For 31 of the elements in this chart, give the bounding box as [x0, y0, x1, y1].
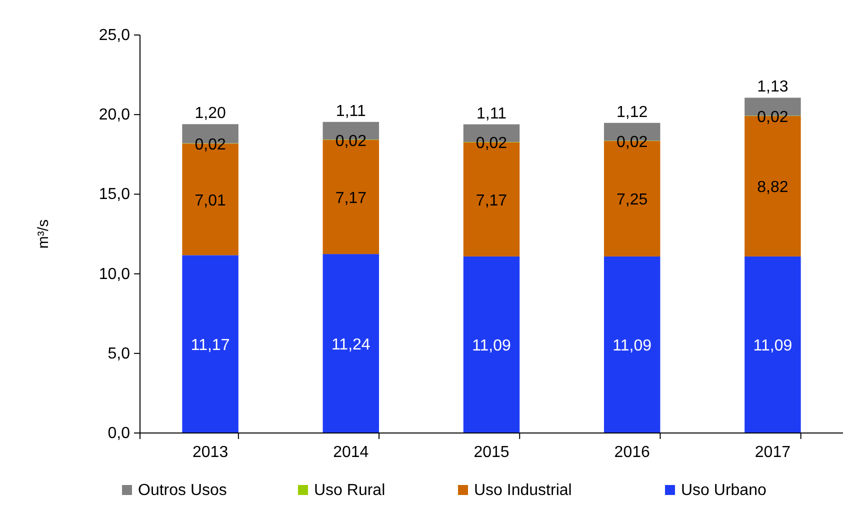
data-label: 1,20 [194, 105, 226, 122]
data-label: 7,17 [476, 192, 508, 210]
y-tick-label: 5,0 [108, 345, 130, 362]
x-tick-label: 2015 [474, 444, 510, 461]
legend-label: Uso Urbano [681, 482, 766, 499]
data-label: 8,82 [757, 179, 788, 196]
x-tick-label: 2016 [614, 444, 650, 461]
y-tick-label: 0,0 [108, 425, 130, 442]
data-label: 7,25 [616, 192, 648, 209]
data-label: 1,11 [476, 105, 507, 122]
y-axis-title: m³/s [35, 219, 52, 249]
data-label: 11,09 [612, 338, 652, 355]
y-tick-label: 20,0 [98, 106, 130, 124]
data-label: 1,11 [336, 102, 366, 120]
data-label: 11,09 [472, 338, 512, 355]
legend-label: Uso Industrial [474, 482, 572, 499]
data-label: 1,12 [616, 104, 648, 121]
legend-label: Uso Rural [314, 482, 386, 499]
data-label: 11,17 [190, 337, 230, 354]
legend-label: Outros Usos [138, 482, 227, 499]
data-label: 7,17 [335, 190, 367, 207]
y-tick-label: 25,0 [98, 27, 130, 44]
x-tick-label: 2014 [333, 444, 369, 461]
data-label: 11,24 [331, 336, 370, 354]
x-tick-label: 2017 [754, 444, 791, 461]
data-label: 7,01 [194, 192, 226, 210]
data-label: 11,09 [753, 338, 792, 355]
x-tick-label: 2013 [192, 444, 228, 461]
data-label: 1,13 [757, 78, 788, 96]
y-tick-label: 15,0 [98, 186, 130, 204]
y-tick-label: 10,0 [98, 266, 130, 283]
